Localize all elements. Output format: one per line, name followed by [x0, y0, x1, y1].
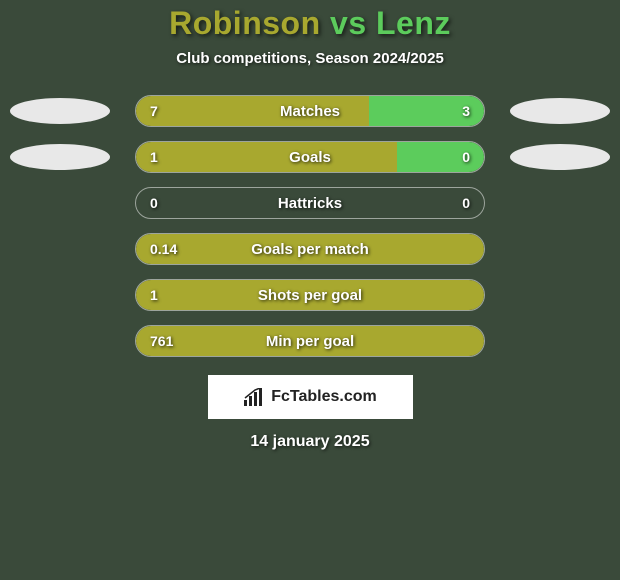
- flag-left-icon: [10, 144, 110, 170]
- stat-row: Min per goal761: [0, 325, 620, 357]
- stat-value-right: 3: [462, 96, 470, 126]
- flag-left-icon: [10, 98, 110, 124]
- stat-row: Hattricks0 0: [0, 187, 620, 219]
- stat-row: Goals per match0.14: [0, 233, 620, 265]
- stat-value-left: 1: [150, 280, 158, 310]
- stat-label: Shots per goal: [136, 280, 484, 310]
- stat-value-left: 0: [150, 188, 158, 218]
- stat-bar: Shots per goal1: [135, 279, 485, 311]
- page-title: Robinson vs Lenz: [169, 5, 451, 42]
- stat-bar: Goals per match0.14: [135, 233, 485, 265]
- stat-label: Goals: [136, 142, 484, 172]
- title-player1: Robinson: [169, 5, 321, 41]
- flag-right-icon: [510, 98, 610, 124]
- site-logo: FcTables.com: [208, 375, 413, 419]
- date-label: 14 january 2025: [250, 433, 369, 451]
- stat-bar: Goals1 0: [135, 141, 485, 173]
- stats-rows: Matches73Goals10Hattricks00Goals per mat…: [0, 95, 620, 357]
- stat-label: Matches: [136, 96, 484, 126]
- chart-icon: [243, 388, 265, 406]
- stat-value-left: 7: [150, 96, 158, 126]
- stat-bar: Hattricks0 0: [135, 187, 485, 219]
- title-player2: Lenz: [376, 5, 451, 41]
- stat-label: Goals per match: [136, 234, 484, 264]
- stat-value-right: 0: [462, 142, 470, 172]
- stat-bar: Min per goal761: [135, 325, 485, 357]
- stat-label: Min per goal: [136, 326, 484, 356]
- stat-row: Shots per goal1: [0, 279, 620, 311]
- stat-value-left: 0.14: [150, 234, 177, 264]
- comparison-infographic: Robinson vs Lenz Club competitions, Seas…: [0, 0, 620, 580]
- title-vs: vs: [330, 5, 367, 41]
- stat-bar: Matches7 3: [135, 95, 485, 127]
- stat-value-left: 1: [150, 142, 158, 172]
- logo-text: FcTables.com: [271, 388, 377, 406]
- stat-value-left: 761: [150, 326, 173, 356]
- flag-right-icon: [510, 144, 610, 170]
- subtitle: Club competitions, Season 2024/2025: [176, 50, 444, 67]
- stat-row: Matches7 3: [0, 95, 620, 127]
- stat-row: Goals1 0: [0, 141, 620, 173]
- stat-value-right: 0: [462, 188, 470, 218]
- stat-label: Hattricks: [136, 188, 484, 218]
